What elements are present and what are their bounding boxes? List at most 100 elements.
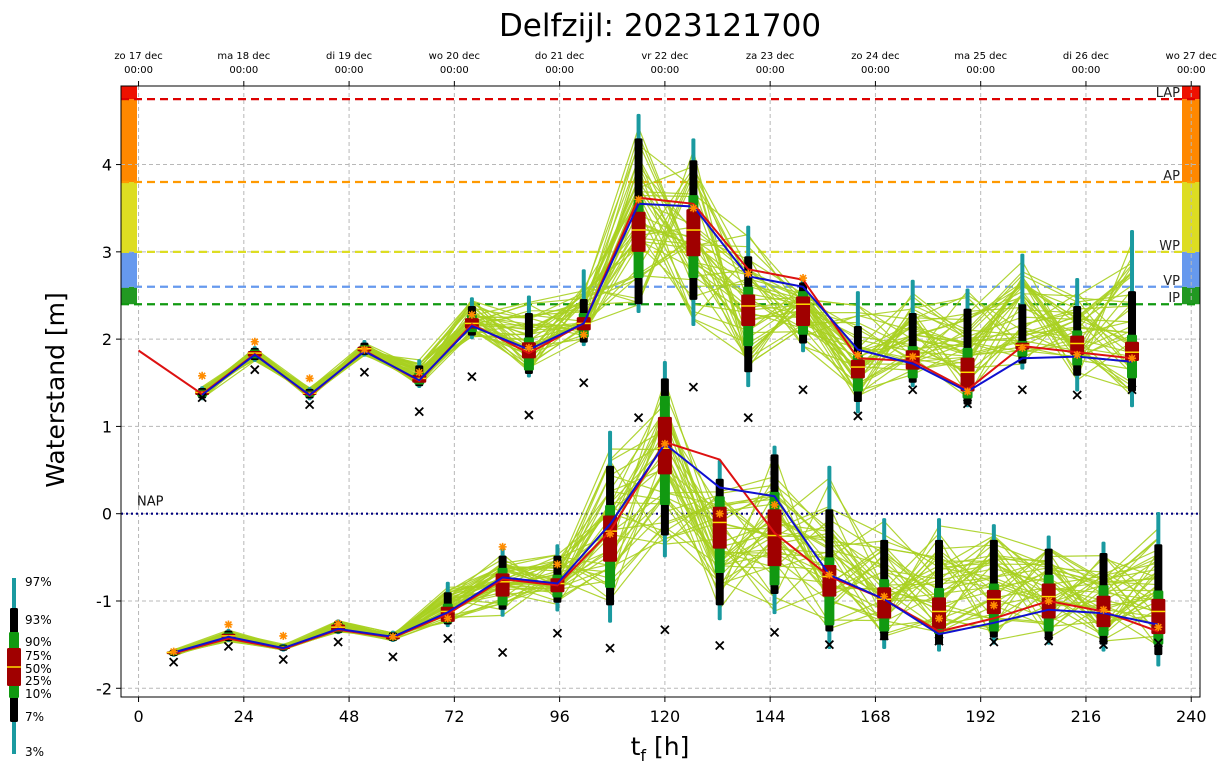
low-14-obs-cross [934, 636, 944, 646]
observation-markers [168, 195, 1163, 667]
high-10-box-25-75 [741, 294, 756, 327]
band-left-3 [121, 99, 137, 183]
ensemble-member [201, 140, 1133, 398]
x-tick-label: 192 [965, 707, 996, 726]
high-9-obs-cross [688, 382, 699, 392]
low-8-star-marker [606, 529, 615, 538]
band-right-2 [1182, 182, 1200, 252]
box-legend: 97% 93% 90%75%50%25%10% 7% 3% [7, 575, 52, 759]
high-8-obs-cross [633, 413, 644, 423]
low-11-star-marker [770, 500, 779, 509]
high-16-star-marker [1073, 350, 1082, 359]
low-8-obs-cross [605, 643, 615, 653]
low-7-star-marker [553, 560, 562, 569]
legend-label: 97% [25, 575, 52, 589]
x-tick-label: 168 [860, 707, 891, 726]
low-16-obs-cross [1044, 636, 1054, 646]
top-tick-day: di 19 dec [326, 51, 372, 62]
plot-frame [120, 85, 1201, 698]
high-5-star-marker [467, 310, 476, 319]
high-6-obs-cross [524, 410, 534, 420]
legend-label: 93% [25, 613, 52, 627]
low-4-obs-cross [388, 652, 398, 662]
ensemble-member [201, 237, 1133, 395]
top-tick-day: vr 22 dec [641, 51, 688, 62]
low-18-box-25-75 [1151, 598, 1166, 635]
low-0-obs-cross [168, 657, 179, 667]
low-12-obs-cross [824, 639, 835, 650]
high-17-obs-cross [1127, 385, 1137, 395]
legend-label: 50% [25, 662, 52, 676]
top-tick-day: do 21 dec [535, 51, 585, 62]
forecast-line-1 [201, 202, 1133, 397]
band-right-0 [1182, 286, 1200, 305]
low-13-box-25-75 [877, 587, 892, 619]
band-left-1 [121, 251, 137, 287]
threshold-label-vp: VP [1163, 274, 1180, 289]
high-2-star-marker [305, 374, 314, 383]
low-14-star-marker [935, 614, 944, 623]
top-tick-time: 00:00 [1177, 65, 1206, 76]
legend-label: 75% [25, 649, 52, 663]
high-11-star-marker [799, 274, 808, 283]
top-tick-day: ma 18 dec [217, 51, 270, 62]
high-0-star-marker [198, 371, 207, 380]
threshold-label-lap: LAP [1156, 86, 1180, 101]
low-5-star-marker [443, 614, 452, 623]
top-tick-time: 00:00 [335, 65, 364, 76]
low-1-obs-cross [223, 641, 234, 652]
top-tick-time: 00:00 [861, 65, 890, 76]
high-5-obs-cross [467, 372, 477, 382]
legend-label: 7% [25, 710, 44, 724]
high-13-obs-cross [908, 385, 918, 395]
low-3-star-marker [334, 619, 343, 628]
low-13-star-marker [880, 592, 889, 601]
low-1-star-marker [224, 620, 233, 629]
low-12-star-marker [825, 570, 834, 579]
low-11-obs-cross [769, 627, 780, 638]
legend-label: 25% [25, 674, 52, 688]
nap-label: NAP [137, 495, 164, 510]
high-9-box-25-75 [686, 209, 701, 257]
high-14-obs-cross [962, 399, 973, 409]
top-tick-day: zo 24 dec [851, 51, 899, 62]
x-tick-label: 96 [549, 707, 569, 726]
high-0-obs-cross [197, 392, 207, 403]
low-14-box-25-75 [932, 597, 947, 629]
high-12-star-marker [853, 350, 862, 359]
band-left-0 [121, 286, 137, 305]
top-tick-time: 00:00 [124, 65, 153, 76]
low-3-obs-cross [333, 637, 343, 647]
low-18-star-marker [1154, 623, 1163, 632]
low-2-star-marker [279, 631, 288, 640]
low-7-obs-cross [552, 628, 563, 638]
y-tick-label: 2 [102, 330, 112, 349]
high-4-obs-cross [414, 406, 424, 417]
x-tick-label: 144 [755, 707, 786, 726]
x-axis-label-main: t [631, 732, 641, 761]
top-tick-day: za 23 dec [746, 51, 794, 62]
low-10-obs-cross [715, 640, 725, 651]
high-6-star-marker [524, 343, 533, 352]
y-tick-label: -2 [96, 679, 112, 698]
low-4-star-marker [388, 632, 397, 641]
threshold-label-wp: WP [1159, 239, 1180, 254]
high-17-star-marker [1128, 354, 1137, 363]
chart-title: Delfzijl: 2023121700 [499, 8, 821, 44]
low-15-star-marker [989, 601, 998, 610]
low-13-obs-cross [879, 631, 889, 641]
band-right-4 [1182, 86, 1200, 100]
low-9-star-marker [660, 439, 669, 448]
x-axis-label: tf [h] [631, 732, 690, 764]
top-tick-time: 00:00 [1072, 65, 1101, 76]
top-tick-time: 00:00 [756, 65, 785, 76]
x-tick-label: 120 [650, 707, 681, 726]
x-axis-label-unit: [h] [646, 732, 689, 761]
high-16-box-25-75 [1070, 335, 1085, 355]
x-tick-label: 216 [1071, 707, 1102, 726]
low-15-obs-cross [989, 637, 999, 647]
low-16-star-marker [1044, 596, 1053, 605]
x-tick-label: 0 [133, 707, 143, 726]
x-axis-label-sub: f [640, 746, 646, 764]
